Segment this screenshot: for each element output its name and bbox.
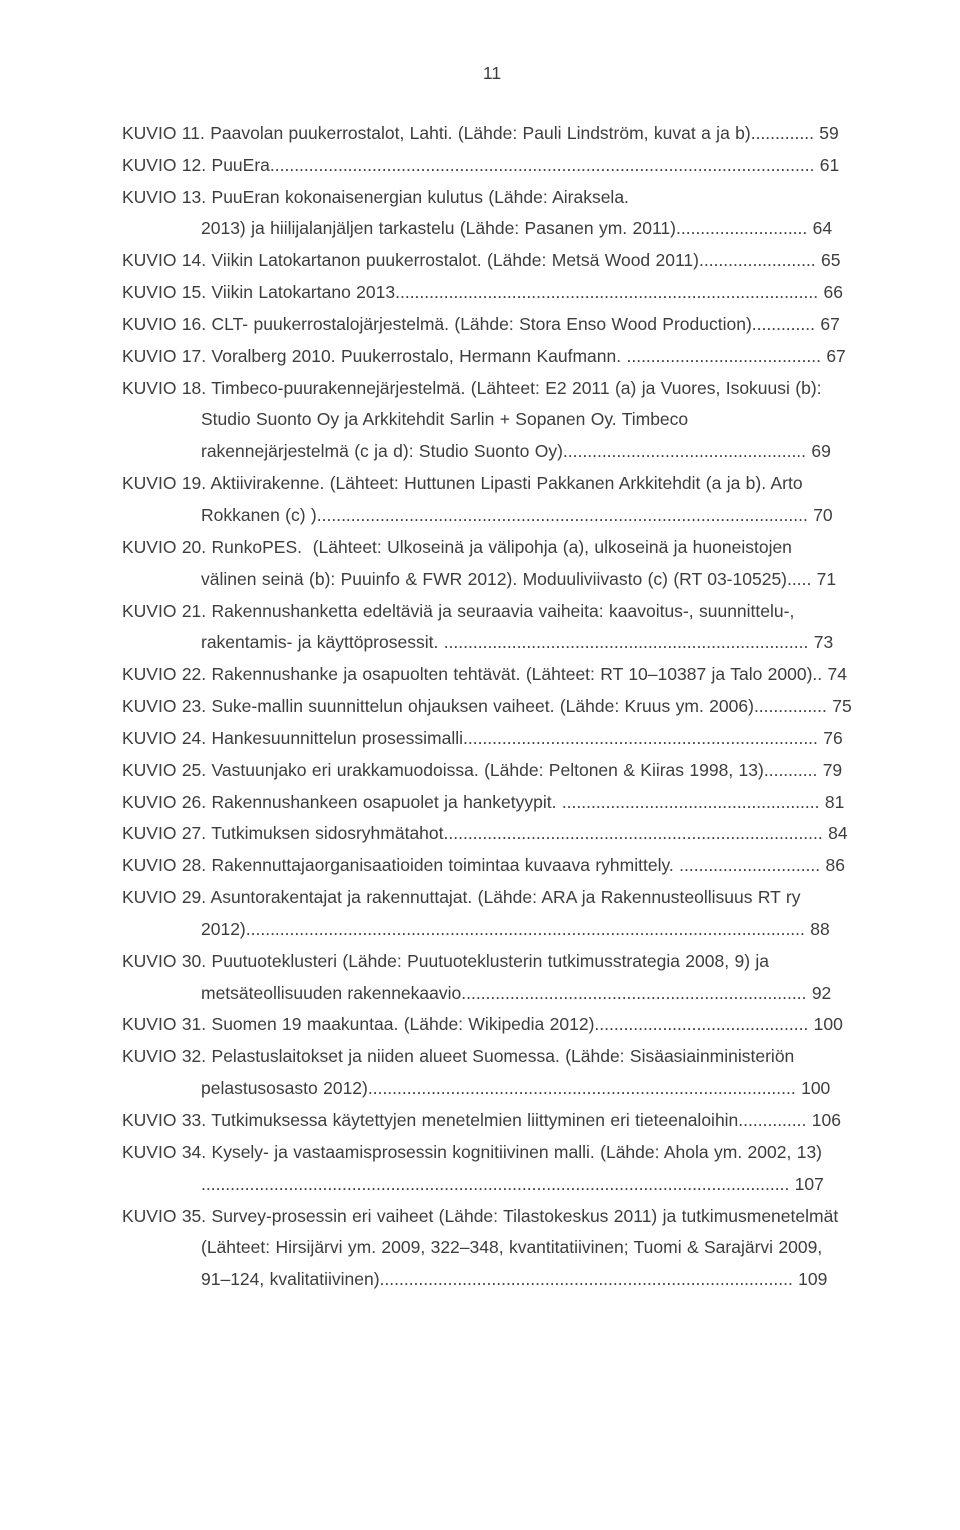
entry-continuation: (Lähteet: Hirsijärvi ym. 2009, 322–348, …	[201, 1232, 862, 1264]
entry-lead: KUVIO 31.	[122, 1014, 212, 1034]
entry-lead: KUVIO 20.	[122, 537, 212, 557]
entry-lead: KUVIO 28.	[122, 855, 212, 875]
page-number: 11	[122, 58, 862, 90]
entry-lead: KUVIO 25.	[122, 760, 212, 780]
figure-entry: KUVIO 22. Rakennushanke ja osapuolten te…	[122, 659, 862, 691]
entry-lead: KUVIO 32.	[122, 1046, 212, 1066]
entry-lead: KUVIO 35.	[122, 1206, 212, 1226]
entry-text: Voralberg 2010. Puukerrostalo, Hermann K…	[212, 346, 846, 366]
entry-text: Rakennushankeen osapuolet ja hanketyypit…	[212, 792, 845, 812]
entry-lead: KUVIO 18.	[122, 378, 211, 398]
figure-list: KUVIO 11. Paavolan puukerrostalot, Lahti…	[122, 118, 862, 1296]
figure-entry: KUVIO 15. Viikin Latokartano 2013.......…	[122, 277, 862, 309]
entry-text: Timbeco-puurakennejärjestelmä. (Lähteet:…	[211, 378, 821, 398]
entry-lead: KUVIO 33.	[122, 1110, 211, 1130]
figure-entry: KUVIO 26. Rakennushankeen osapuolet ja h…	[122, 787, 862, 819]
entry-continuation: 91–124, kvalitatiivinen)................…	[201, 1264, 862, 1296]
entry-text: Puutuoteklusteri (Lähde: Puutuotekluster…	[212, 951, 770, 971]
entry-lead: KUVIO 14.	[122, 250, 212, 270]
entry-text: Paavolan puukerrostalot, Lahti. (Lähde: …	[210, 123, 839, 143]
entry-text: Viikin Latokartanon puukerrostalot. (Läh…	[212, 250, 841, 270]
figure-entry: KUVIO 30. Puutuoteklusteri (Lähde: Puutu…	[122, 946, 862, 978]
entry-text: RunkoPES. (Lähteet: Ulkoseinä ja välipoh…	[212, 537, 792, 557]
entry-lead: KUVIO 23.	[122, 696, 212, 716]
entry-lead: KUVIO 29.	[122, 887, 211, 907]
entry-lead: KUVIO 17.	[122, 346, 212, 366]
figure-entry: KUVIO 35. Survey-prosessin eri vaiheet (…	[122, 1201, 862, 1233]
entry-text: Tutkimuksessa käytettyjen menetelmien li…	[211, 1110, 841, 1130]
figure-entry: KUVIO 21. Rakennushanketta edeltäviä ja …	[122, 596, 862, 628]
entry-text: PuuEra..................................…	[212, 155, 840, 175]
entry-continuation: 2012)...................................…	[201, 914, 862, 946]
entry-lead: KUVIO 24.	[122, 728, 212, 748]
figure-entry: KUVIO 12. PuuEra........................…	[122, 150, 862, 182]
entry-continuation: rakennejärjestelmä (c ja d): Studio Suon…	[201, 436, 862, 468]
figure-entry: KUVIO 24. Hankesuunnittelun prosessimall…	[122, 723, 862, 755]
entry-lead: KUVIO 15.	[122, 282, 212, 302]
entry-continuation: metsäteollisuuden rakennekaavio.........…	[201, 978, 862, 1010]
entry-continuation: rakentamis- ja käyttöprosessit. ........…	[201, 627, 862, 659]
entry-text: Survey-prosessin eri vaiheet (Lähde: Til…	[212, 1206, 839, 1226]
entry-text: Aktiivirakenne. (Lähteet: Huttunen Lipas…	[211, 473, 803, 493]
entry-text: PuuEran kokonaisenergian kulutus (Lähde:…	[212, 187, 629, 207]
entry-lead: KUVIO 13.	[122, 187, 212, 207]
entry-text: Asuntorakentajat ja rakennuttajat. (Lähd…	[211, 887, 801, 907]
figure-entry: KUVIO 34. Kysely- ja vastaamisprosessin …	[122, 1137, 862, 1169]
entry-text: Rakennushanketta edeltäviä ja seuraavia …	[212, 601, 795, 621]
entry-text: CLT- puukerrostalojärjestelmä. (Lähde: S…	[212, 314, 840, 334]
figure-entry: KUVIO 13. PuuEran kokonaisenergian kulut…	[122, 182, 862, 214]
entry-lead: KUVIO 26.	[122, 792, 212, 812]
entry-text: Vastuunjako eri urakkamuodoissa. (Lähde:…	[212, 760, 843, 780]
figure-entry: KUVIO 11. Paavolan puukerrostalot, Lahti…	[122, 118, 862, 150]
entry-continuation: Rokkanen (c) )..........................…	[201, 500, 862, 532]
entry-lead: KUVIO 21.	[122, 601, 212, 621]
entry-text: Viikin Latokartano 2013.................…	[212, 282, 843, 302]
entry-continuation: 2013) ja hiilijalanjäljen tarkastelu (Lä…	[201, 213, 862, 245]
entry-text: Suomen 19 maakuntaa. (Lähde: Wikipedia 2…	[212, 1014, 843, 1034]
document-page: 11 KUVIO 11. Paavolan puukerrostalot, La…	[0, 0, 960, 1530]
entry-text: Suke-mallin suunnittelun ohjauksen vaihe…	[212, 696, 852, 716]
figure-entry: KUVIO 20. RunkoPES. (Lähteet: Ulkoseinä …	[122, 532, 862, 564]
entry-continuation: ........................................…	[201, 1169, 862, 1201]
figure-entry: KUVIO 33. Tutkimuksessa käytettyjen mene…	[122, 1105, 862, 1137]
figure-entry: KUVIO 19. Aktiivirakenne. (Lähteet: Hutt…	[122, 468, 862, 500]
figure-entry: KUVIO 27. Tutkimuksen sidosryhmätahot...…	[122, 818, 862, 850]
entry-continuation: pelastusosasto 2012)....................…	[201, 1073, 862, 1105]
figure-entry: KUVIO 23. Suke-mallin suunnittelun ohjau…	[122, 691, 862, 723]
figure-entry: KUVIO 14. Viikin Latokartanon puukerrost…	[122, 245, 862, 277]
figure-entry: KUVIO 18. Timbeco-puurakennejärjestelmä.…	[122, 373, 862, 405]
figure-entry: KUVIO 31. Suomen 19 maakuntaa. (Lähde: W…	[122, 1009, 862, 1041]
figure-entry: KUVIO 32. Pelastuslaitokset ja niiden al…	[122, 1041, 862, 1073]
entry-text: Hankesuunnittelun prosessimalli.........…	[212, 728, 843, 748]
entry-text: Rakennushanke ja osapuolten tehtävät. (L…	[212, 664, 847, 684]
figure-entry: KUVIO 17. Voralberg 2010. Puukerrostalo,…	[122, 341, 862, 373]
entry-continuation: Studio Suonto Oy ja Arkkitehdit Sarlin +…	[201, 404, 862, 436]
entry-lead: KUVIO 11.	[122, 123, 210, 143]
entry-lead: KUVIO 19.	[122, 473, 211, 493]
entry-lead: KUVIO 30.	[122, 951, 212, 971]
entry-text: Pelastuslaitokset ja niiden alueet Suome…	[212, 1046, 795, 1066]
entry-text: Rakennuttajaorganisaatioiden toimintaa k…	[212, 855, 845, 875]
figure-entry: KUVIO 25. Vastuunjako eri urakkamuodoiss…	[122, 755, 862, 787]
entry-text: Tutkimuksen sidosryhmätahot.............…	[211, 823, 847, 843]
entry-lead: KUVIO 27.	[122, 823, 211, 843]
figure-entry: KUVIO 16. CLT- puukerrostalojärjestelmä.…	[122, 309, 862, 341]
entry-lead: KUVIO 16.	[122, 314, 212, 334]
figure-entry: KUVIO 29. Asuntorakentajat ja rakennutta…	[122, 882, 862, 914]
figure-entry: KUVIO 28. Rakennuttajaorganisaatioiden t…	[122, 850, 862, 882]
entry-lead: KUVIO 12.	[122, 155, 212, 175]
entry-lead: KUVIO 22.	[122, 664, 212, 684]
entry-text: Kysely- ja vastaamisprosessin kognitiivi…	[212, 1142, 823, 1162]
entry-continuation: välinen seinä (b): Puuinfo & FWR 2012). …	[201, 564, 862, 596]
entry-lead: KUVIO 34.	[122, 1142, 212, 1162]
